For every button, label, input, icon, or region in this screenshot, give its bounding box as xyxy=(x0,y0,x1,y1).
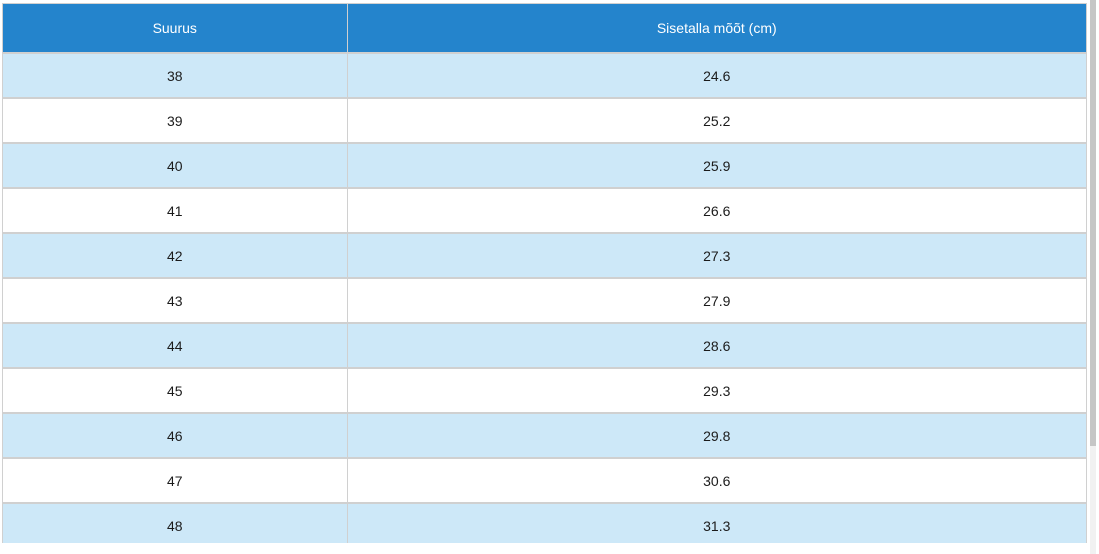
insole-cell: 28.6 xyxy=(347,322,1086,368)
table-row: 40 25.9 xyxy=(3,142,1086,188)
size-cell: 48 xyxy=(3,502,348,543)
size-cell: 40 xyxy=(3,142,348,188)
size-cell: 47 xyxy=(3,457,348,503)
table-body: 38 24.6 39 25.2 40 25.9 41 26.6 42 27.3 … xyxy=(3,52,1086,543)
table-row: 47 30.6 xyxy=(3,457,1086,503)
size-chart-table: Suurus Sisetalla mõõt (cm) 38 24.6 39 25… xyxy=(3,4,1086,543)
size-chart: Suurus Sisetalla mõõt (cm) 38 24.6 39 25… xyxy=(2,3,1087,543)
insole-cell: 25.9 xyxy=(347,142,1086,188)
insole-cell: 26.6 xyxy=(347,187,1086,233)
size-cell: 39 xyxy=(3,97,348,143)
insole-cell: 29.3 xyxy=(347,367,1086,413)
table-row: 45 29.3 xyxy=(3,367,1086,413)
vertical-scrollbar[interactable] xyxy=(1090,0,1096,554)
column-header-size: Suurus xyxy=(3,4,348,53)
insole-cell: 25.2 xyxy=(347,97,1086,143)
insole-cell: 27.3 xyxy=(347,232,1086,278)
insole-cell: 29.8 xyxy=(347,412,1086,458)
size-cell: 44 xyxy=(3,322,348,368)
size-cell: 46 xyxy=(3,412,348,458)
insole-cell: 24.6 xyxy=(347,52,1086,98)
scrollbar-thumb[interactable] xyxy=(1090,0,1096,446)
insole-cell: 27.9 xyxy=(347,277,1086,323)
size-cell: 38 xyxy=(3,52,348,98)
size-cell: 41 xyxy=(3,187,348,233)
size-cell: 42 xyxy=(3,232,348,278)
table-row: 42 27.3 xyxy=(3,232,1086,278)
size-cell: 45 xyxy=(3,367,348,413)
size-cell: 43 xyxy=(3,277,348,323)
table-row: 39 25.2 xyxy=(3,97,1086,143)
table-row: 46 29.8 xyxy=(3,412,1086,458)
column-header-insole: Sisetalla mõõt (cm) xyxy=(347,4,1086,53)
insole-cell: 31.3 xyxy=(347,502,1086,543)
header-row: Suurus Sisetalla mõõt (cm) xyxy=(3,4,1086,53)
insole-cell: 30.6 xyxy=(347,457,1086,503)
table-row: 38 24.6 xyxy=(3,52,1086,98)
table-row: 48 31.3 xyxy=(3,502,1086,543)
table-row: 44 28.6 xyxy=(3,322,1086,368)
table-row: 43 27.9 xyxy=(3,277,1086,323)
table-row: 41 26.6 xyxy=(3,187,1086,233)
